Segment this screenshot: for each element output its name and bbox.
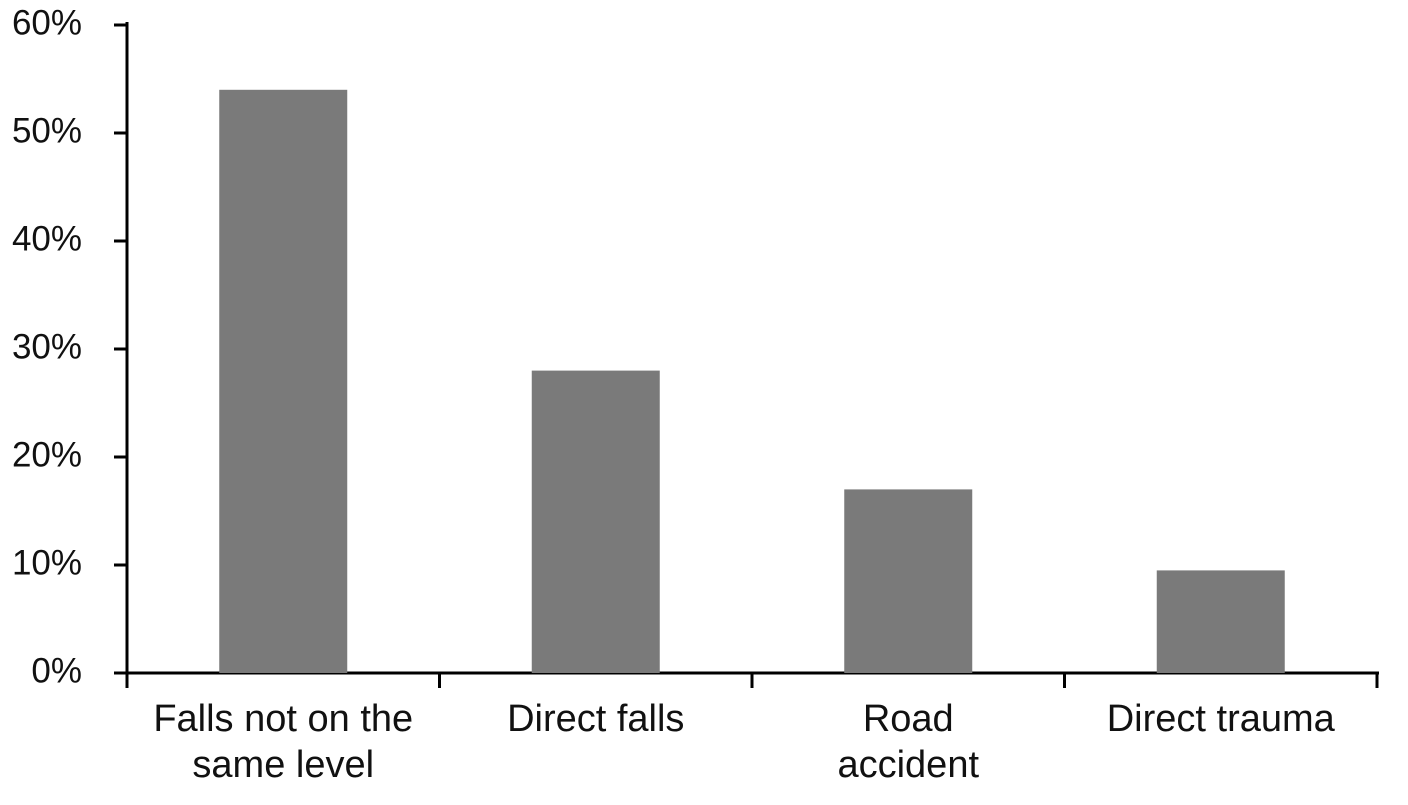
x-tick-label: Direct trauma [1106, 698, 1335, 740]
y-tick-label: 0% [31, 651, 82, 690]
bar [531, 370, 660, 673]
y-tick-label: 60% [12, 3, 82, 42]
bar [219, 89, 348, 674]
y-tick-label: 10% [12, 543, 82, 582]
x-tick-label: Falls not on the same level [153, 698, 414, 786]
x-tick-label: Road accident [837, 698, 980, 786]
y-tick-label: 30% [12, 327, 82, 366]
y-tick-label: 20% [12, 435, 82, 474]
bar [1156, 570, 1285, 673]
bar [844, 489, 973, 673]
y-tick-label: 40% [12, 219, 82, 258]
x-tick-label: Direct falls [507, 698, 685, 740]
y-tick-label: 50% [12, 111, 82, 150]
